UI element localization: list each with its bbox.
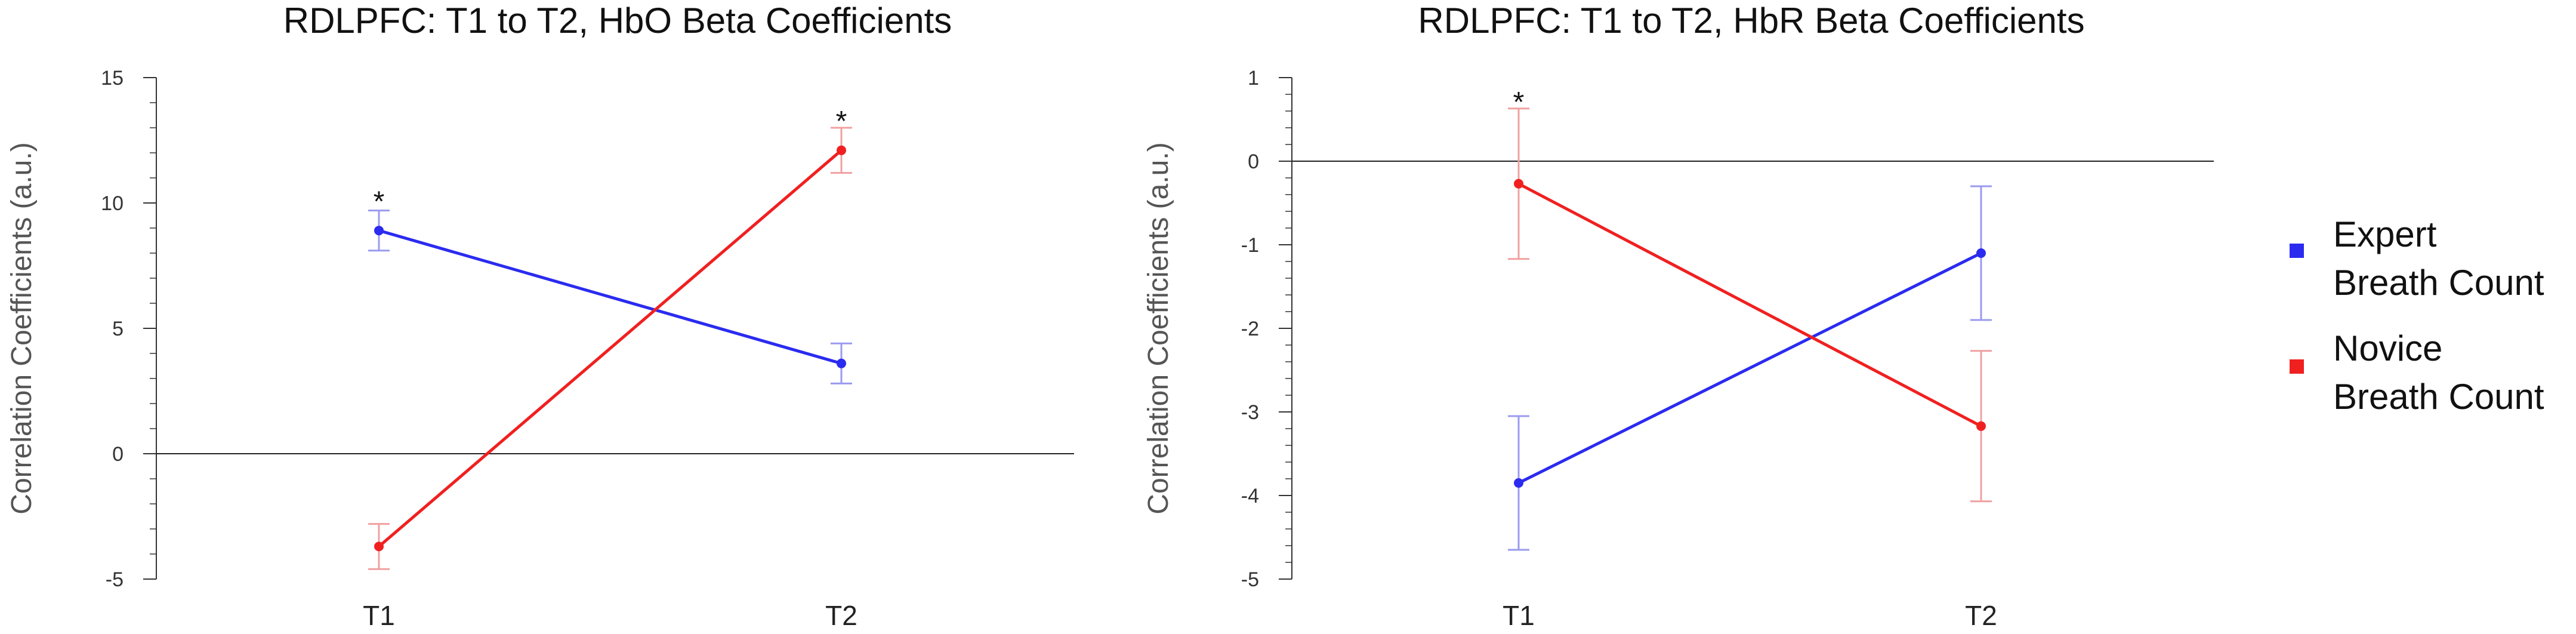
point-expert-t2 [1976,248,1986,258]
chart-title: RDLPFC: T1 to T2, HbO Beta Coefficients [283,1,952,41]
series-line-expert [378,229,842,365]
point-novice-t1 [374,541,384,552]
series-novice [368,127,852,570]
y-axis-label: Correlation Coefficients (a.u.) [1143,142,1174,514]
y-tick-label: 1 [1248,67,1259,90]
legend: Expert Breath Count Novice Breath Count [2290,214,2544,417]
y-tick-label: 0 [1248,150,1259,173]
legend-label-expert-line2: Breath Count [2333,263,2544,303]
x-tick-label-t1: T1 [363,600,395,631]
point-expert-t1 [374,226,384,236]
legend-swatch-novice [2290,359,2304,374]
x-tick-label-t1: T1 [1503,600,1535,631]
series-expert [368,210,852,384]
significance-marker: * [836,106,847,137]
y-tick-label: 5 [112,318,124,340]
y-tick-label: -5 [106,568,124,591]
point-novice-t1 [1514,178,1523,189]
significance-marker: * [374,186,385,218]
series-novice [1508,107,1992,503]
legend-label-novice-line2: Breath Count [2333,377,2544,417]
series-expert [1508,185,1992,551]
y-tick-label: -1 [1241,234,1259,257]
legend-swatch-expert [2290,244,2304,258]
legend-label-expert-line1: Expert [2333,214,2437,254]
significance-marker: * [1513,87,1525,118]
y-tick-label: 10 [101,192,124,215]
point-novice-t2 [1976,421,1986,431]
x-tick-label-t2: T2 [1965,600,1997,631]
y-tick-label: 0 [112,443,124,466]
x-tick-label-t2: T2 [825,600,857,631]
series-line-expert [1517,251,1982,485]
y-tick-label: 15 [101,67,124,90]
series-line-novice [1517,182,1982,428]
chart-hbr: RDLPFC: T1 to T2, HbR Beta Coefficients C… [1143,1,2214,631]
legend-label-novice-line1: Novice [2333,328,2442,368]
y-tick-label: -2 [1241,318,1259,340]
y-axis-label: Correlation Coefficients (a.u.) [6,142,38,514]
y-tick-label: -3 [1241,401,1259,424]
point-expert-t1 [1514,478,1523,488]
chart-hbo: RDLPFC: T1 to T2, HbO Beta Coefficients C… [6,1,1074,631]
y-tick-label: -5 [1241,568,1259,591]
point-expert-t2 [837,358,846,368]
series-line-novice [378,149,843,548]
y-tick-label: -4 [1241,485,1259,507]
chart-title: RDLPFC: T1 to T2, HbR Beta Coefficients [1418,1,2084,41]
point-novice-t2 [837,145,846,155]
